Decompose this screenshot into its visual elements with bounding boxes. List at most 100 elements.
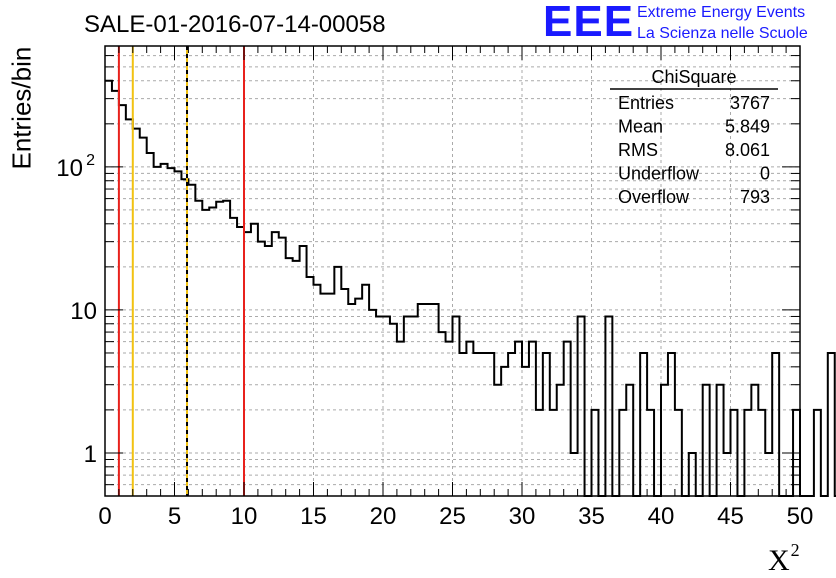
histogram-bin [473,353,480,496]
histogram-bin [230,218,237,496]
stats-box: ChiSquare Entries 3767 Mean 5.849 RMS 8.061 Und… [610,67,778,207]
histogram-bin [578,316,585,496]
histogram-bin [439,332,446,496]
histogram-bin [140,138,147,496]
x-tick-label: 25 [439,503,466,530]
histogram-bin [501,367,508,496]
histogram-bin [717,385,724,496]
histogram-bin [265,246,272,496]
histogram-bin [286,258,293,496]
stats-row-label: Underflow [618,164,700,184]
histogram-bin [209,207,216,496]
histogram-bin [543,353,550,496]
histogram-bin [446,342,453,496]
histogram-bin [272,232,279,496]
histogram-bin [244,232,251,496]
eee-logo: EEE Extreme Energy Events La Scienza nel… [543,0,833,46]
histogram-bin [466,342,473,496]
histogram-bin [327,294,334,496]
histogram-bin [626,385,633,496]
histogram-bin [161,164,168,496]
x-tick-label: 15 [300,503,327,530]
stats-box-name: ChiSquare [651,67,736,87]
histogram-bin [758,410,765,496]
histogram-bin [154,167,161,496]
x-tick-label: 5 [168,503,181,530]
histogram-bin [355,299,362,496]
histogram-bin [828,353,835,496]
x-tick-label: 45 [717,503,744,530]
x-axis-label-superscript: 2 [790,540,800,560]
x-tick-label: 0 [98,503,111,530]
histogram-bin [188,185,195,496]
stats-row-value: 793 [740,187,770,207]
stats-row-value: 3767 [730,93,770,113]
histogram-bin [348,304,355,496]
histogram-bin [453,316,460,496]
stats-row-label: RMS [618,140,658,160]
chart-title: SALE-01-2016-07-14-00058 [84,11,386,38]
histogram-bin [814,410,821,496]
histogram-bin [147,153,154,496]
histogram-bin [744,410,751,496]
histogram-bin [279,238,286,496]
histogram-bin [390,324,397,496]
histogram-bin [362,285,369,496]
histogram-bin [195,201,202,496]
histogram-bin [411,316,418,496]
histogram-bin [258,242,265,496]
histogram-bin [175,171,182,496]
histogram-bin [647,410,654,496]
histogram-bin [376,316,383,496]
histogram-bin [703,385,710,496]
histogram-bin [320,294,327,496]
x-tick-label: 10 [231,503,258,530]
y-tick-label: 1 [84,441,97,468]
histogram-bin [432,304,439,496]
histogram-bin [592,410,599,496]
logo-line-1: Extreme Energy Events [637,4,806,21]
histogram-bin [564,342,571,496]
histogram-bin [724,453,731,496]
x-tick-label: 20 [370,503,397,530]
histogram-bin [383,316,390,496]
histogram-bin [557,385,564,496]
x-tick-label: 30 [509,503,536,530]
x-tick-label: 50 [787,503,814,530]
histogram-bin [772,353,779,496]
histogram-bin [223,201,230,496]
histogram-bin [619,410,626,496]
histogram-bin [494,385,501,496]
histogram-bin [480,353,487,496]
x-axis-label-text: X [768,544,790,577]
histogram-bin [605,316,612,496]
x-axis-label: X2 [768,540,800,578]
histogram-bin [397,342,404,496]
histogram-bin [751,385,758,496]
histogram-bin [640,353,647,496]
histogram-bin [105,81,112,496]
y-tick-label: 10 [56,155,83,182]
histogram-bin [126,119,133,496]
histogram-bin [487,353,494,496]
stats-row-label: Overflow [618,187,690,207]
histogram-bin [119,105,126,496]
stats-row-value: 0 [760,164,770,184]
stats-row-label: Entries [618,93,674,113]
histogram-bin [133,129,140,496]
x-tick-label: 40 [648,503,675,530]
histogram-bin [731,410,738,496]
histogram-bin [668,353,675,496]
logo-mark: EEE [543,0,635,46]
stats-row-value: 8.061 [725,140,770,160]
histogram-bin [675,410,682,496]
histogram-bin [536,410,543,496]
y-tick-label: 10 [70,298,97,325]
logo-line-2: La Scienza nelle Scuole [637,25,808,42]
histogram-bin [418,304,425,496]
histogram-bin [314,285,321,496]
histogram-bin [404,316,411,496]
histogram-bin [550,410,557,496]
